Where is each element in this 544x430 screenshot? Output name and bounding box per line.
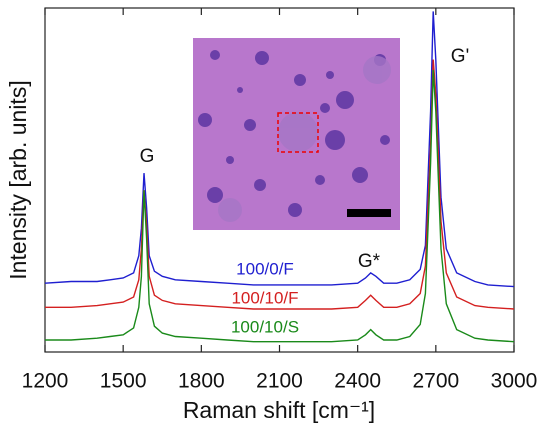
x-tick-label: 3000 bbox=[491, 370, 538, 393]
x-tick-label: 2100 bbox=[256, 370, 303, 393]
peak-annotation: G* bbox=[358, 251, 381, 272]
y-axis-title: Intensity [arb. units] bbox=[5, 80, 31, 279]
peak-annotation: G' bbox=[451, 46, 469, 67]
peak-annotation: G bbox=[140, 146, 155, 167]
x-tick-label: 2400 bbox=[334, 370, 381, 393]
legend-label: 100/10/F bbox=[231, 288, 298, 307]
scale-bar bbox=[347, 209, 391, 217]
spectrum-line bbox=[45, 59, 515, 310]
x-tick-label: 2700 bbox=[412, 370, 459, 393]
spectrum-line bbox=[44, 11, 515, 288]
x-tick-label: 1800 bbox=[178, 370, 225, 393]
spectrum-line bbox=[45, 69, 515, 343]
legend-label: 100/10/S bbox=[231, 317, 299, 336]
x-tick-label: 1500 bbox=[100, 370, 147, 393]
selection-box bbox=[277, 112, 319, 153]
inset-flakes bbox=[218, 56, 391, 222]
inset-particles bbox=[198, 50, 390, 217]
x-axis-title: Raman shift [cm⁻¹] bbox=[183, 397, 375, 423]
x-tick-label: 1200 bbox=[22, 370, 69, 393]
legend-label: 100/0/F bbox=[236, 259, 294, 278]
inset-image bbox=[193, 38, 400, 230]
